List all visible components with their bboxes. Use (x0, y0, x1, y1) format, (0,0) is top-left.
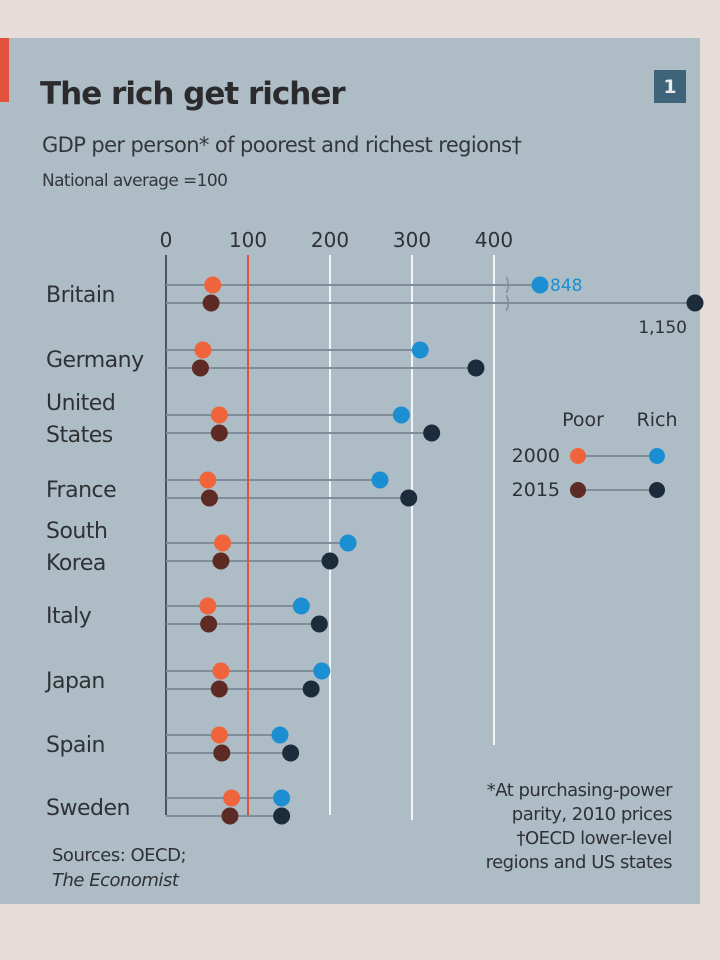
dot-rich-2000 (292, 597, 310, 615)
dot-poor-2015 (200, 615, 218, 633)
sources-line: Sources: OECD; (52, 845, 187, 866)
dot-poor-2015 (191, 359, 209, 377)
category-label: Italy (46, 604, 92, 629)
dot-rich-2000 (271, 726, 289, 744)
data-label: 1,150 (638, 318, 687, 338)
footnote-line: regions and US states (485, 852, 673, 873)
sources-publication-name: The Economist (52, 870, 179, 891)
chart-title: The rich get richer (40, 76, 346, 112)
sources-publication: The Economist (52, 868, 186, 893)
dot-rich-2000 (313, 662, 331, 680)
dot-poor-2015 (213, 744, 231, 762)
x-tick-label: 400 (475, 228, 513, 252)
dot-rich-2015 (273, 807, 291, 825)
dot-rich-2000 (531, 276, 549, 294)
category-label: Sweden (46, 796, 130, 821)
dot-rich-2000 (392, 406, 410, 424)
dot-rich-2015 (686, 294, 704, 312)
dot-poor-2000 (199, 597, 217, 615)
dot-poor-2000 (210, 726, 228, 744)
x-tick-label: 300 (393, 228, 431, 252)
dot-poor-2000 (210, 406, 228, 424)
dot-rich-2015 (423, 424, 441, 442)
legend-row-label: 2000 (512, 445, 560, 467)
legend-header-rich: Rich (637, 409, 678, 431)
footnote-line: parity, 2010 prices (511, 804, 673, 825)
legend-dot-rich (649, 448, 665, 464)
dot-poor-2015 (210, 424, 228, 442)
category-label: South (46, 519, 107, 544)
dot-rich-2015 (282, 744, 300, 762)
dot-rich-2015 (400, 489, 418, 507)
footnote: *At purchasing-power parity, 2010 prices… (485, 779, 673, 875)
category-label: Korea (46, 551, 106, 576)
dot-poor-2015 (200, 489, 218, 507)
x-tick-label: 200 (311, 228, 349, 252)
category-label: United (46, 391, 115, 416)
category-label: Germany (46, 348, 144, 373)
legend-row-label: 2015 (512, 479, 560, 501)
category-label: France (46, 478, 116, 503)
dot-rich-2015 (321, 552, 339, 570)
dot-poor-2000 (212, 662, 230, 680)
dot-rich-2000 (273, 789, 291, 807)
dot-poor-2015 (212, 552, 230, 570)
section-marker (0, 38, 9, 102)
chart-subtitle: GDP per person* of poorest and richest r… (42, 133, 522, 157)
legend-dot-poor (570, 448, 586, 464)
x-tick-label: 100 (229, 228, 267, 252)
footnote-line: †OECD lower-level (516, 828, 672, 849)
chart-panel (0, 38, 700, 904)
footnote-line: *At purchasing-power (486, 780, 673, 801)
dot-rich-2000 (339, 534, 357, 552)
dot-poor-2015 (202, 294, 220, 312)
data-label: 848 (550, 276, 582, 296)
chart-number-badge: 1 (654, 70, 686, 103)
dot-rich-2015 (302, 680, 320, 698)
axis-break-mark (505, 276, 510, 312)
sources: Sources: OECD; The Economist (52, 843, 187, 893)
dot-poor-2015 (221, 807, 239, 825)
dot-rich-2015 (310, 615, 328, 633)
dot-poor-2000 (223, 789, 241, 807)
dot-poor-2000 (194, 341, 212, 359)
category-label: Japan (44, 669, 105, 694)
unit-note: National average =100 (42, 171, 228, 191)
dot-poor-2000 (214, 534, 232, 552)
dot-poor-2000 (204, 276, 222, 294)
legend-dot-poor (570, 482, 586, 498)
category-label: Britain (46, 283, 115, 308)
category-label: States (46, 423, 113, 448)
dot-rich-2000 (371, 471, 389, 489)
dot-poor-2000 (199, 471, 217, 489)
category-label: Spain (46, 733, 105, 758)
legend-header-poor: Poor (562, 409, 604, 431)
dot-poor-2015 (210, 680, 228, 698)
dot-rich-2015 (467, 359, 485, 377)
legend-dot-rich (649, 482, 665, 498)
x-tick-label: 0 (160, 228, 173, 252)
dot-rich-2000 (411, 341, 429, 359)
